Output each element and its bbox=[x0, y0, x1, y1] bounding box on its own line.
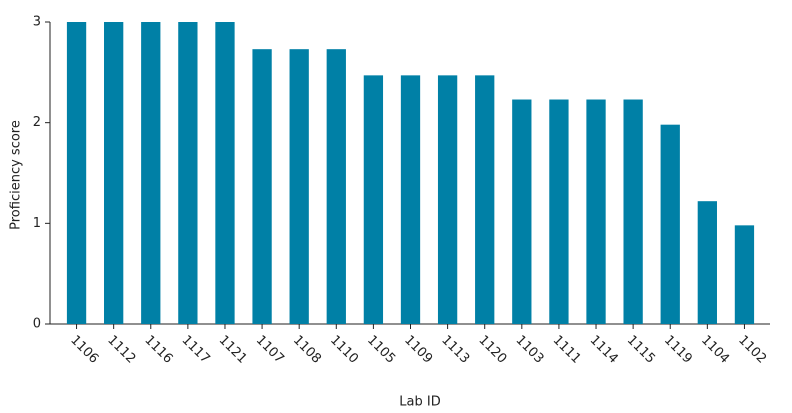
x-tick-label: 1121 bbox=[216, 333, 250, 367]
bar bbox=[215, 22, 235, 324]
bar bbox=[697, 201, 717, 324]
y-tick-label: 2 bbox=[33, 115, 41, 130]
bar bbox=[141, 22, 161, 324]
x-tick-label: 1103 bbox=[513, 333, 547, 367]
y-tick-label: 1 bbox=[33, 216, 41, 231]
x-tick-label: 1120 bbox=[475, 333, 509, 367]
x-tick-label: 1104 bbox=[698, 333, 732, 367]
bar bbox=[660, 124, 680, 325]
x-tick-label: 1105 bbox=[364, 333, 398, 367]
bar bbox=[252, 49, 272, 325]
x-tick-label: 1112 bbox=[104, 333, 138, 367]
bar bbox=[400, 75, 421, 324]
bar bbox=[289, 49, 309, 325]
x-tick-label: 1119 bbox=[661, 333, 695, 367]
x-axis-label: Lab ID bbox=[399, 395, 440, 410]
y-axis-label: Proficiency score bbox=[9, 120, 24, 230]
y-tick-label: 3 bbox=[33, 15, 41, 30]
y-tick-label: 0 bbox=[33, 317, 41, 332]
bar bbox=[104, 22, 124, 324]
x-tick-label: 1110 bbox=[327, 333, 361, 367]
x-tick-label: 1113 bbox=[438, 333, 472, 367]
x-tick-label: 1107 bbox=[253, 333, 287, 367]
bar bbox=[734, 225, 755, 324]
bar bbox=[475, 75, 495, 324]
x-tick-label: 1117 bbox=[179, 333, 213, 367]
bar bbox=[178, 22, 198, 324]
x-tick-label: 1109 bbox=[401, 333, 435, 367]
x-tick-label: 1114 bbox=[587, 333, 621, 367]
bar bbox=[437, 75, 458, 324]
x-tick-label: 1106 bbox=[67, 333, 101, 367]
bar bbox=[326, 49, 346, 325]
bar bbox=[623, 99, 643, 324]
bar bbox=[549, 99, 569, 324]
x-tick-label: 1111 bbox=[550, 333, 584, 367]
x-tick-label: 1108 bbox=[290, 333, 324, 367]
bar bbox=[66, 22, 87, 324]
x-tick-label: 1102 bbox=[735, 333, 769, 367]
bar bbox=[512, 99, 532, 324]
x-tick-label: 1115 bbox=[624, 333, 658, 367]
bar bbox=[586, 99, 606, 324]
bar bbox=[363, 75, 384, 324]
x-tick-label: 1116 bbox=[141, 333, 175, 367]
